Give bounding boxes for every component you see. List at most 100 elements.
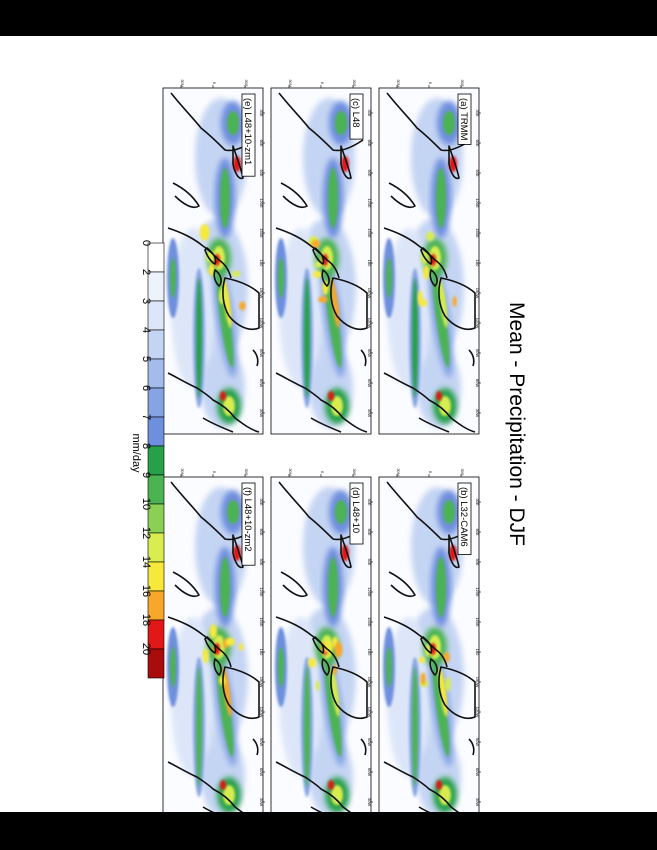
lon-tick-label: 30W (475, 409, 480, 417)
precip-field (383, 98, 464, 428)
colorbar-tick-label: 8 (140, 443, 152, 449)
panel-label-frame (457, 482, 472, 555)
lon-tick-label: 150E (367, 617, 372, 627)
lon-tick-label: 120W (475, 707, 480, 718)
colorbar-swatch (147, 387, 165, 418)
coastline (312, 247, 325, 265)
lon-tick-label: 180 (475, 260, 480, 267)
panel-label: (c) L48 (350, 98, 361, 128)
map-panel: 30S 0 30N 30E 60E 90E 120E 150E 180 150W 120W 90W 60… (378, 468, 481, 812)
precip-contour (443, 651, 450, 663)
precip-contour (439, 396, 451, 416)
precip-contour (170, 258, 176, 298)
coastline (383, 372, 476, 433)
panel-label-box: (c) L48 (349, 93, 364, 140)
coastline (418, 806, 431, 812)
lon-tick-label: 30W (367, 798, 372, 806)
colorbar-swatch (147, 271, 165, 302)
panel-label-frame (241, 482, 256, 566)
precip-contour (311, 239, 321, 249)
precip-contour (452, 296, 457, 307)
lat-tick-label: 0 (428, 82, 433, 85)
lon-tick-label: 30E (367, 109, 372, 116)
precip-contour (443, 500, 455, 524)
lat-tick-label: 30S (460, 79, 465, 86)
lon-tick-label: 120E (367, 198, 372, 208)
precip-contour (232, 270, 241, 278)
lon-tick-label: 30W (475, 798, 480, 806)
lat-tick-label: 30S (352, 79, 357, 86)
precip-contour (439, 785, 451, 805)
precip-contour (318, 296, 329, 303)
lon-tick-label: 150W (367, 288, 372, 299)
precip-contour (341, 156, 349, 172)
coastline (167, 372, 260, 433)
precip-contour (412, 667, 418, 787)
lon-tick-label: 90W (259, 349, 264, 357)
lon-tick-label: 120E (475, 198, 480, 208)
coastline (438, 277, 476, 331)
panel-label-box: (d) L48+10 (349, 482, 364, 545)
precip-contour (223, 785, 235, 805)
precip-contour (436, 391, 442, 401)
lat-tick-label: 0 (320, 471, 325, 474)
lon-tick-label: 30W (367, 409, 372, 417)
lon-tick-label: 60W (475, 768, 480, 776)
coastline (468, 349, 475, 367)
colorbar-ticks: 0 2 3 4 5 6 7 8 9 10 12 14 16 18 20 (140, 240, 152, 655)
map-panel: 30S 0 30N 30E 60E 90E 120E 150E 180 150W 120W 90W 60… (270, 79, 373, 435)
lat-tick-label: 30N (396, 468, 401, 475)
coastline (167, 761, 244, 812)
precip-contour (436, 557, 446, 617)
coastline (420, 636, 433, 654)
precip-field (275, 98, 356, 428)
coastline (429, 658, 438, 676)
lon-tick-label: 90W (475, 738, 480, 746)
precip-contour (436, 168, 446, 228)
figure-title: Mean - Precipitation - DJF (505, 302, 528, 546)
panel-label: (a) TRMM (458, 98, 469, 141)
precip-contour (220, 168, 230, 228)
lon-tick-label: 60W (475, 379, 480, 387)
precip-contour (209, 624, 217, 639)
precip-contour (225, 637, 235, 647)
colorbar-tick-label: 9 (140, 472, 152, 478)
colorbar-tick-label: 20 (140, 643, 152, 655)
colorbar-tick-label: 6 (140, 385, 152, 391)
precip-contour (220, 557, 230, 617)
lat-tick-label: 30S (352, 468, 357, 475)
precip-contour (432, 657, 450, 757)
coastline (321, 269, 330, 287)
coastline (386, 481, 472, 541)
coastline (202, 806, 215, 812)
lat-tick-label: 0 (212, 82, 217, 85)
lat-tick-label: 30S (244, 79, 249, 86)
colorbar-swatch (147, 329, 165, 360)
colorbar-tick-label: 12 (140, 527, 152, 539)
precip-contour (386, 647, 392, 687)
coastline (170, 481, 256, 541)
precip-contour (278, 258, 284, 298)
precip-contour (202, 648, 209, 664)
precip-contour (432, 268, 450, 368)
lon-tick-label: 60W (259, 768, 264, 776)
precip-contour (199, 224, 210, 241)
coastline (275, 372, 368, 433)
panel-label-box: (b) L32-CAM6 (457, 482, 472, 555)
lon-tick-label: 120E (367, 587, 372, 597)
lon-tick-label: 90E (367, 558, 372, 565)
colorbar-swatches (147, 242, 165, 679)
precip-contour (341, 545, 349, 561)
lon-tick-label: 60E (259, 139, 264, 146)
lon-tick-label: 150W (259, 677, 264, 688)
precip-contour (443, 111, 455, 135)
precip-contour (334, 641, 343, 658)
coastline (278, 481, 364, 541)
coastline (360, 349, 367, 367)
precip-contour (449, 156, 457, 172)
coastline (280, 182, 308, 209)
lon-tick-label: 60E (259, 528, 264, 535)
panel-label: (d) L48+10 (350, 487, 361, 533)
panel-label-box: (e) L48+10-zm1 (241, 93, 256, 177)
panel-label-frame (349, 482, 364, 545)
